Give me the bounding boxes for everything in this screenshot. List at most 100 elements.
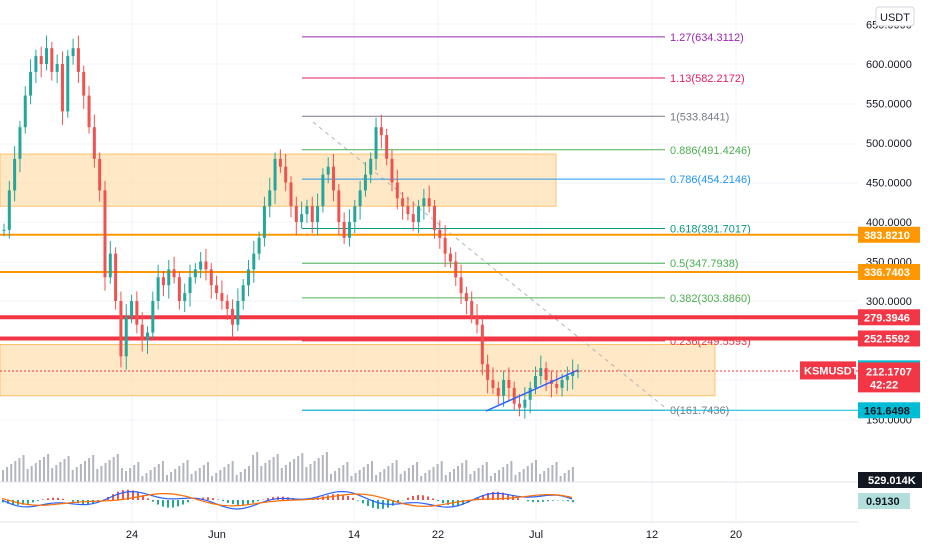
macd-histogram-bar <box>507 494 509 500</box>
candle-body <box>151 301 155 333</box>
candle-body <box>464 293 468 301</box>
volume-bar <box>198 468 201 482</box>
volume-bar <box>223 467 226 482</box>
volume-bar <box>137 462 140 482</box>
volume-bar <box>235 475 238 482</box>
macd-histogram-bar <box>517 498 519 500</box>
candle-body <box>76 48 80 72</box>
time-tick-label: 24 <box>126 529 138 541</box>
macd-histogram-bar <box>22 500 24 505</box>
candle-body <box>480 324 484 365</box>
candle-body <box>544 368 548 380</box>
volume-bar <box>432 467 435 482</box>
macd-histogram-bar <box>537 500 539 503</box>
candle-body <box>50 48 54 72</box>
macd-histogram-bar <box>547 500 549 502</box>
volume-bar <box>477 468 480 482</box>
price-badge-background <box>858 330 920 347</box>
volume-bar <box>141 476 144 482</box>
macd-histogram-bar <box>542 500 544 502</box>
macd-histogram-bar <box>552 500 554 501</box>
volume-bar <box>293 459 296 482</box>
volume-bar <box>510 461 513 482</box>
volume-bar <box>321 455 324 482</box>
volume-bar <box>149 470 152 482</box>
volume-bar <box>375 475 378 482</box>
macd-histogram-bar <box>7 500 9 504</box>
volume-bar <box>71 470 74 482</box>
volume-bar <box>18 458 21 482</box>
macd-histogram-bar <box>87 500 89 505</box>
volume-bar <box>502 467 505 482</box>
price-tick-label: 550.0000 <box>866 99 912 111</box>
support-trend-line <box>485 369 579 412</box>
volume-bar <box>252 455 255 482</box>
candle-body <box>390 158 394 183</box>
volume-bar <box>268 460 271 482</box>
candle-body <box>66 56 70 112</box>
candle-body <box>225 301 229 309</box>
macd-histogram-bar <box>152 500 154 502</box>
candle-body <box>502 380 506 396</box>
time-axis-ticks: 24 Jun 14 22 Jul 12 20 <box>126 529 742 541</box>
macd-histogram-bar <box>122 490 124 500</box>
candle-body <box>87 95 91 128</box>
macd-histogram-bar <box>212 498 214 500</box>
price-badge-label: 252.5592 <box>864 333 910 345</box>
fib-level-label: 0.382(303.8860) <box>670 293 751 305</box>
candle-body <box>443 237 447 254</box>
currency-button[interactable]: USDT <box>875 6 915 27</box>
candle-body <box>29 71 33 96</box>
volume-bar <box>284 465 287 482</box>
currency-button-label[interactable]: USDT <box>880 12 910 24</box>
candle-body <box>124 316 128 357</box>
price-badge-background <box>858 226 920 243</box>
volume-bar <box>407 468 410 482</box>
volume-bar <box>133 465 136 482</box>
volume-bar <box>461 463 464 482</box>
macd-histogram-bar <box>572 500 574 503</box>
volume-bar <box>305 467 308 482</box>
volume-bar <box>26 469 29 482</box>
macd-histogram-bar <box>362 500 364 504</box>
volume-bar <box>309 464 312 482</box>
macd-histogram-bar <box>482 494 484 500</box>
macd-histogram-bar <box>112 494 114 500</box>
macd-histogram-bar <box>567 500 569 502</box>
candle-body <box>183 293 187 301</box>
fib-level-label: 0.618(391.7017) <box>670 224 751 236</box>
current-price-label: 212.1707 <box>866 366 912 378</box>
volume-bar <box>280 468 283 482</box>
macd-histogram-bar <box>187 500 189 503</box>
candle-body <box>438 229 442 238</box>
volume-bar <box>202 465 205 482</box>
macd-histogram-bar <box>422 495 424 500</box>
price-badge-label: 383.8210 <box>864 230 910 242</box>
macd-histogram-bar <box>487 492 489 500</box>
macd-histogram-bar <box>337 494 339 500</box>
volume-bar <box>260 466 263 482</box>
currency-button-frame[interactable] <box>875 6 915 27</box>
candle-body <box>289 182 293 207</box>
macd-histogram-bar <box>252 500 254 503</box>
volume-bar <box>547 468 550 482</box>
volume-bar <box>289 462 291 482</box>
volume-bar <box>120 468 123 482</box>
candle-body <box>98 158 102 191</box>
macd-histogram-bar <box>442 500 444 504</box>
macd-histogram-bar <box>392 500 394 506</box>
candle-body <box>417 206 421 222</box>
candle-body <box>385 135 389 159</box>
volume-bar <box>522 469 525 482</box>
candle-body <box>300 214 304 222</box>
volume-bar <box>571 467 574 482</box>
macd-histogram-bar <box>257 500 259 502</box>
macd-histogram-bar <box>372 500 374 508</box>
candle-body <box>284 166 288 183</box>
candle-body <box>177 277 181 301</box>
indicator-badge-label: 0.9130 <box>866 496 900 508</box>
candle-body <box>326 166 330 175</box>
macd-histogram-bar <box>137 492 139 500</box>
macd-histogram-bar <box>232 500 234 505</box>
